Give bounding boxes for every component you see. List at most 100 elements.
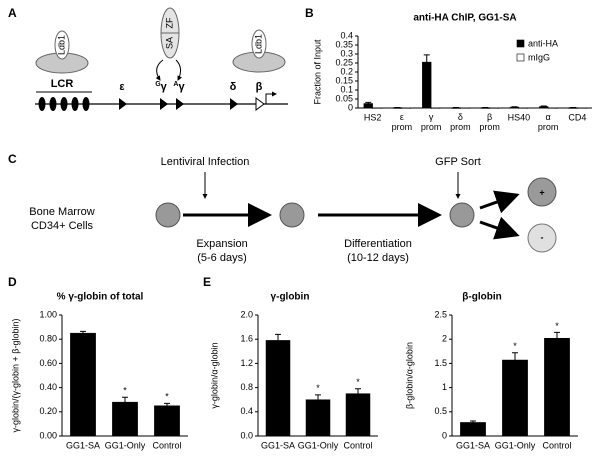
y-tick-label: 2 [442, 334, 447, 344]
error-bar [512, 352, 518, 361]
error-bar [355, 388, 361, 394]
error-bar [80, 330, 86, 334]
gene-label: Gγ [155, 81, 167, 93]
chart-title: β-globin [462, 292, 501, 303]
bar [401, 107, 411, 109]
error-bar [470, 420, 476, 423]
x-tick-label: HS40 [508, 112, 531, 122]
cell [155, 202, 181, 228]
y-tick-label: 0.80 [39, 334, 57, 344]
x-tick-label: Control [542, 440, 571, 450]
y-axis-label: γ-globin/(γ-globin + β-globin) [10, 319, 20, 433]
ldb1-protein [251, 29, 267, 59]
sort-arrow [479, 190, 520, 214]
step-label: Lentiviral Infection [161, 156, 250, 168]
error-bar [122, 396, 128, 403]
cell-negative [527, 223, 557, 253]
bar [112, 401, 138, 437]
error-bar [315, 394, 321, 400]
panel-label: A [8, 6, 17, 20]
bar [70, 332, 96, 437]
source-label: Bone Marrow [29, 206, 94, 218]
y-tick-label: 0.35 [335, 39, 353, 49]
y-tick-label: 1.5 [434, 358, 447, 368]
y-tick-label: 0.1 [340, 84, 353, 94]
y-tick-label: 0.00 [39, 430, 57, 440]
panel-label: D [8, 275, 17, 289]
y-tick-label: 1 [442, 382, 447, 392]
x-tick-label: CD4 [568, 112, 586, 122]
bar [460, 107, 470, 109]
y-tick-label: 2.5 [434, 309, 447, 319]
stage-name: Expansion [196, 238, 247, 250]
panel-label: B [305, 6, 314, 20]
y-tick-label: 0.4 [240, 406, 253, 416]
y-tick-label: 0.25 [335, 57, 353, 67]
y-tick-label: 1.00 [39, 309, 57, 319]
legend-label: anti-HA [528, 38, 558, 48]
y-tick-label: 0.05 [335, 93, 353, 103]
significance-marker: * [513, 341, 517, 351]
y-tick-label: 0.5 [434, 406, 447, 416]
y-tick-label: 0 [442, 430, 447, 440]
y-tick-label: 1.6 [240, 334, 253, 344]
significance-marker: * [356, 377, 360, 387]
x-tick-label: β prom [479, 112, 500, 132]
legend-swatch [516, 53, 525, 62]
significance-marker: * [165, 392, 169, 402]
x-tick-label: α prom [538, 112, 559, 132]
x-tick-label: GG1-SA [261, 440, 295, 450]
error-bar [365, 101, 372, 104]
outcome-label: + [539, 187, 544, 197]
y-tick-label: 0.8 [240, 382, 253, 392]
step-label: GFP Sort [435, 156, 481, 168]
bar [372, 107, 382, 109]
error-bar [554, 331, 560, 339]
error-bar [275, 333, 281, 341]
x-tick-label: ε prom [392, 112, 413, 132]
cell-positive [527, 177, 557, 207]
y-tick-label: 1.2 [240, 358, 253, 368]
bar [539, 106, 549, 109]
y-axis-label: Fraction of Input [312, 39, 322, 105]
binding-arrow [155, 59, 164, 81]
gene-label: Aγ [173, 81, 185, 93]
bar [518, 107, 528, 109]
cell [449, 202, 475, 228]
y-tick-label: 0.15 [335, 75, 353, 85]
bar [305, 399, 331, 437]
sort-arrow [479, 216, 520, 240]
protein-label: Ldb1 [56, 35, 66, 55]
x-tick-label: Control [343, 440, 372, 450]
bar [547, 107, 558, 109]
protein-label: SA [164, 37, 174, 49]
y-axis-label: γ-globin/α-globin [209, 342, 219, 408]
gene-triangles [119, 98, 238, 110]
chart-title: γ-globin [271, 292, 310, 303]
bar [460, 422, 486, 437]
x-tick-label: GG1-Only [298, 440, 339, 450]
legend-label: mIgG [528, 52, 550, 62]
significance-marker: * [555, 321, 559, 331]
promoter-arrow [265, 91, 277, 104]
y-tick-label: 0.0 [240, 430, 253, 440]
x-tick-label: HS2 [364, 112, 382, 122]
binding-arrow [175, 59, 183, 81]
x-tick-label: GG1-SA [456, 440, 490, 450]
stage-duration: (5-6 days) [197, 252, 247, 264]
significance-marker: * [123, 386, 127, 396]
y-tick-label: 0.3 [340, 48, 353, 58]
chart-title: % γ-globin of total [57, 292, 144, 303]
bar [422, 61, 432, 109]
significance-marker: * [316, 383, 320, 393]
y-tick-label: 0.40 [39, 382, 57, 392]
bar [430, 107, 441, 109]
y-tick-label: 0.4 [340, 30, 353, 40]
panel-label: C [8, 152, 17, 166]
locus-diagram: LCR ε Gγ Aγ δ β Ldb1 Ldb1 ZF SA [35, 7, 288, 111]
bar [577, 107, 587, 109]
protein-label: Ldb1 [253, 34, 263, 54]
gene-label: β [256, 81, 263, 93]
